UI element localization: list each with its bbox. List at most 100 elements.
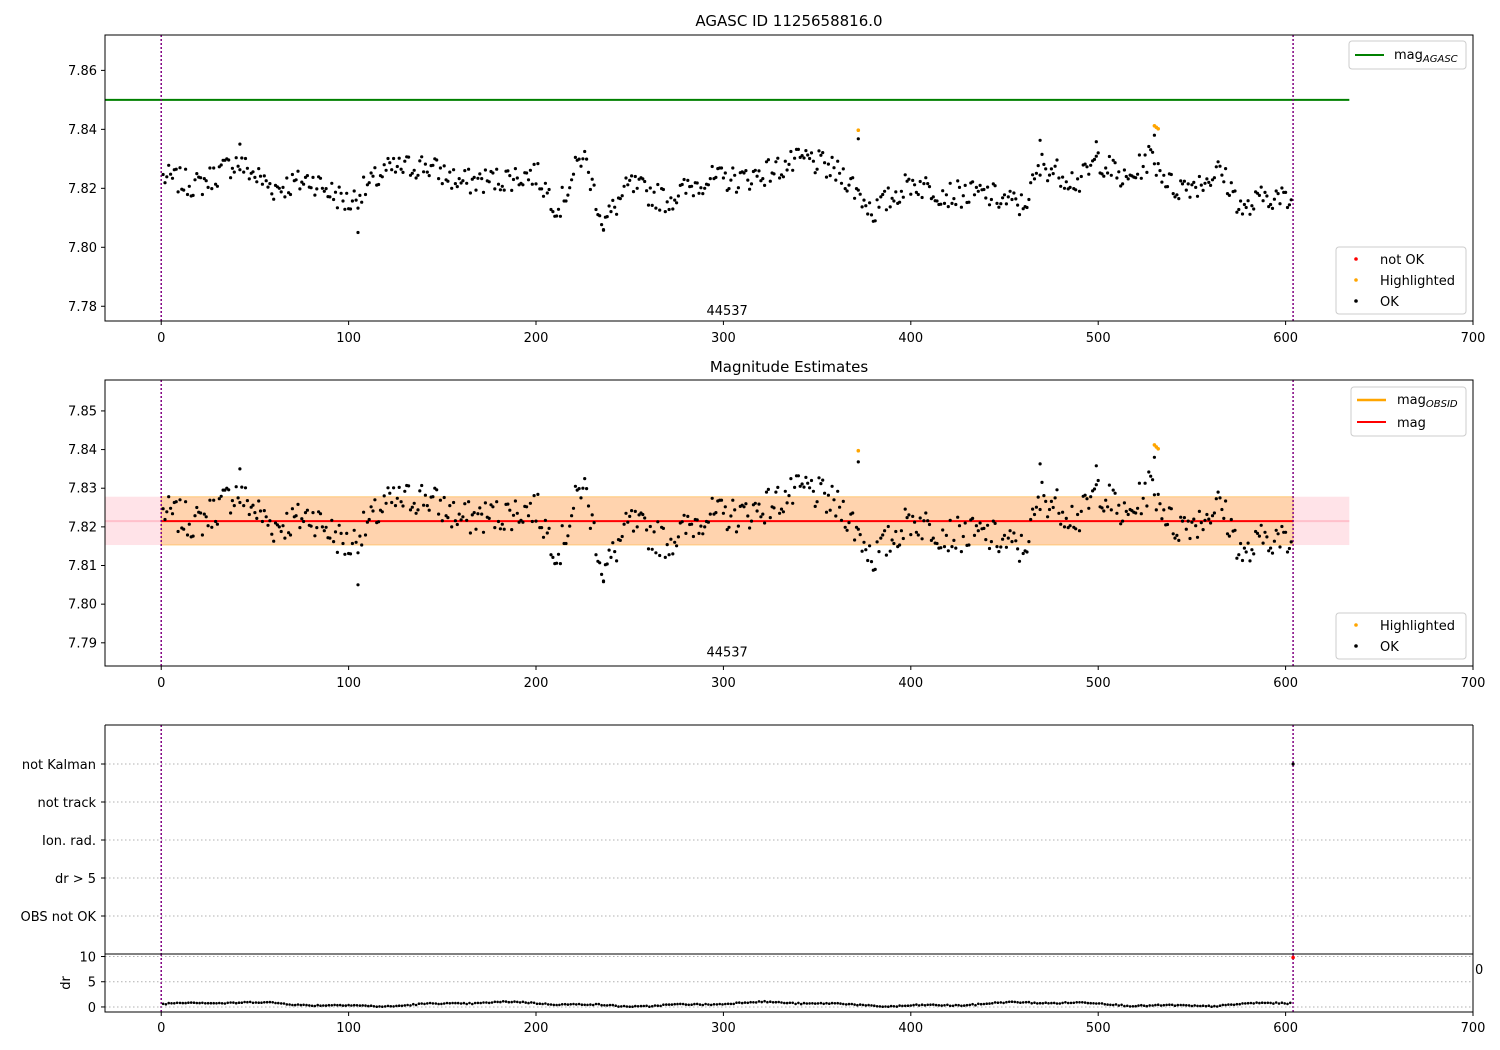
ok-point: [600, 572, 604, 577]
ok-point: [313, 193, 317, 197]
legend-marker: [1354, 623, 1358, 627]
ok-point: [1064, 180, 1068, 184]
ok-point: [195, 172, 199, 176]
ok-point: [1169, 507, 1173, 511]
ok-point: [414, 511, 418, 515]
ok-point: [1083, 493, 1087, 497]
ok-point: [506, 169, 510, 173]
ok-point: [1010, 197, 1014, 202]
ok-point: [536, 492, 540, 496]
ok-point: [699, 524, 703, 528]
ok-point: [290, 507, 294, 511]
ok-point: [811, 489, 816, 493]
dr-point: [687, 1003, 690, 1007]
dr-point: [496, 1000, 499, 1004]
ok-point: [1242, 202, 1246, 207]
ok-point: [656, 182, 660, 187]
ok-point: [1025, 550, 1029, 554]
ok-point: [813, 171, 817, 175]
dr-point: [822, 1002, 825, 1006]
ok-point: [883, 189, 887, 193]
ok-point: [592, 521, 596, 525]
ok-point: [1199, 183, 1203, 187]
ok-point: [1233, 528, 1237, 532]
ok-point: [922, 182, 926, 186]
ok-point: [800, 482, 804, 486]
ok-point: [952, 538, 956, 543]
ok-point: [506, 502, 510, 506]
ok-point: [1059, 184, 1063, 188]
ok-point: [1111, 158, 1115, 162]
ok-point: [356, 230, 360, 235]
ok-point: [294, 178, 298, 182]
dr-point: [648, 1005, 651, 1008]
dr-point: [580, 1003, 584, 1006]
ok-point: [1085, 497, 1089, 501]
dr-point: [310, 1004, 314, 1008]
ok-point: [1143, 153, 1147, 157]
ok-point: [746, 514, 750, 518]
ok-point: [665, 200, 669, 204]
ok-point: [511, 177, 516, 182]
ok-point: [748, 187, 752, 191]
dr-point: [423, 1002, 426, 1006]
ok-point: [437, 177, 441, 181]
dr-point: [603, 1004, 606, 1007]
ok-point: [450, 186, 454, 190]
ok-point: [1194, 185, 1198, 189]
dr-point: [364, 1004, 367, 1007]
ok-point: [924, 176, 928, 180]
dr-point: [201, 1001, 204, 1005]
ok-point: [1106, 505, 1110, 509]
ok-point: [288, 192, 293, 197]
dr-point: [558, 1003, 561, 1007]
ok-point: [388, 161, 392, 165]
ok-point: [442, 495, 446, 500]
ok-point: [185, 533, 190, 537]
ok-point: [942, 201, 947, 205]
ok-point: [283, 536, 287, 540]
ok-point: [742, 505, 746, 509]
ok-point: [909, 192, 913, 196]
ok-point: [343, 207, 347, 211]
ok-point: [673, 198, 677, 202]
dr-point: [459, 1002, 463, 1005]
dr-point: [215, 1002, 218, 1005]
ok-point: [761, 177, 765, 181]
ok-point: [551, 210, 555, 214]
ok-point: [635, 525, 639, 529]
dr-point: [1277, 1002, 1281, 1005]
ok-point: [1265, 194, 1269, 198]
ok-point: [648, 524, 652, 529]
ok-point: [733, 508, 737, 512]
dr-point: [808, 1002, 811, 1005]
ok-point: [613, 550, 617, 554]
ok-point: [412, 168, 416, 172]
ok-point: [607, 204, 611, 208]
dr-point: [184, 1001, 187, 1005]
ok-point: [785, 501, 789, 505]
ok-point: [635, 186, 639, 190]
ok-point: [1227, 534, 1231, 538]
ok-point: [1225, 532, 1230, 536]
ok-point: [776, 156, 780, 160]
dr-point: [662, 1003, 665, 1006]
ok-point: [611, 541, 615, 545]
dr-point: [302, 1003, 305, 1007]
ok-point: [935, 541, 939, 546]
ok-point: [407, 155, 411, 159]
dr-point: [563, 1002, 567, 1006]
ok-point: [793, 485, 797, 489]
ok-point: [545, 531, 549, 535]
dr-point: [291, 1003, 294, 1007]
ok-point: [628, 514, 632, 519]
ok-point: [480, 177, 484, 181]
dr-point: [1128, 1005, 1132, 1008]
ok-point: [1038, 138, 1042, 142]
ok-point: [646, 547, 651, 551]
ok-point: [510, 528, 514, 532]
ok-point: [888, 549, 892, 553]
dr-point: [597, 1002, 601, 1006]
ok-point: [199, 176, 203, 180]
ok-point: [594, 207, 598, 212]
